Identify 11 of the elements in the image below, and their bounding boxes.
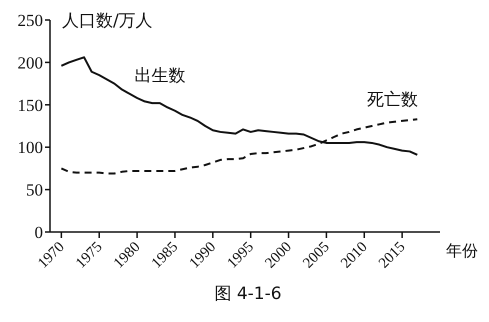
y-tick-label: 250	[18, 11, 43, 30]
y-tick-label: 0	[34, 223, 43, 242]
caption: 图 4-1-6	[213, 283, 283, 305]
y-axis-title: 人口数/万人	[62, 11, 153, 31]
y-tick-label: 50	[26, 180, 43, 200]
y-tick-label: 200	[18, 53, 43, 72]
x-axis-title: 年份	[446, 241, 478, 260]
series-label: 死亡数	[366, 90, 418, 110]
y-tick-label: 100	[18, 138, 43, 158]
series-label: 出生数	[134, 66, 186, 86]
y-tick-label: 150	[18, 96, 43, 115]
